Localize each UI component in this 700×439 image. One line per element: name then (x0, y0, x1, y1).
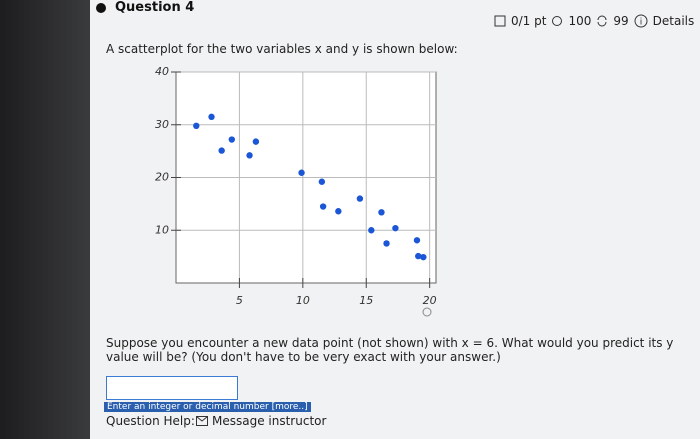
point (335, 208, 342, 215)
answer-input[interactable] (106, 376, 238, 400)
point (208, 113, 215, 121)
x-tick-label: 20 (423, 294, 437, 307)
tries-icon (552, 16, 563, 26)
x-tick-label: 10 (296, 294, 310, 307)
y-tick-label: 10 (155, 223, 169, 236)
question-title: Question 4 (115, 0, 195, 15)
point (218, 147, 225, 154)
point (415, 252, 422, 260)
details[interactable]: Details (652, 14, 695, 28)
point (252, 138, 260, 145)
point (193, 122, 200, 130)
x-tick-label: 15 (359, 294, 373, 307)
point (420, 253, 427, 261)
point (383, 240, 390, 247)
details-icon: i (634, 14, 648, 28)
svg-text:i: i (639, 18, 642, 28)
point (298, 169, 305, 176)
retries-icon (597, 15, 607, 27)
point (319, 203, 327, 210)
help-link-wrap[interactable]: Message instructor (196, 414, 326, 428)
point (378, 209, 385, 216)
point (392, 224, 399, 232)
tries: 100 (568, 14, 592, 28)
point (368, 227, 375, 234)
x-tick-label: 5 (236, 294, 243, 307)
retries: 99 (613, 14, 629, 28)
score: 0/1 pt (511, 14, 547, 28)
y-tick-label: 20 (155, 171, 169, 184)
input-hint[interactable]: Enter an integer or decimal number [more… (104, 402, 311, 412)
bullet (96, 3, 106, 13)
point (356, 195, 364, 202)
score-icon (494, 15, 506, 27)
mail-icon (196, 416, 208, 426)
point (228, 136, 236, 143)
question-intro: A scatterplot for the two variables x an… (106, 42, 458, 56)
help-link[interactable]: Message instructor (212, 414, 327, 428)
question-prompt: Suppose you encounter a new data point (… (106, 336, 674, 364)
help-label: Question Help: (106, 414, 195, 428)
score-bar: 0/1 pt 100 99 i Details (494, 14, 694, 28)
y-tick-label: 40 (155, 65, 169, 78)
point (318, 178, 326, 185)
scatter-chart: 10 20 30 40 5 10 15 20 (155, 65, 437, 317)
point (413, 237, 421, 244)
y-tick-label: 30 (155, 118, 169, 131)
point (246, 152, 253, 159)
left-edge (0, 0, 90, 439)
zoom-icon[interactable] (422, 307, 432, 317)
